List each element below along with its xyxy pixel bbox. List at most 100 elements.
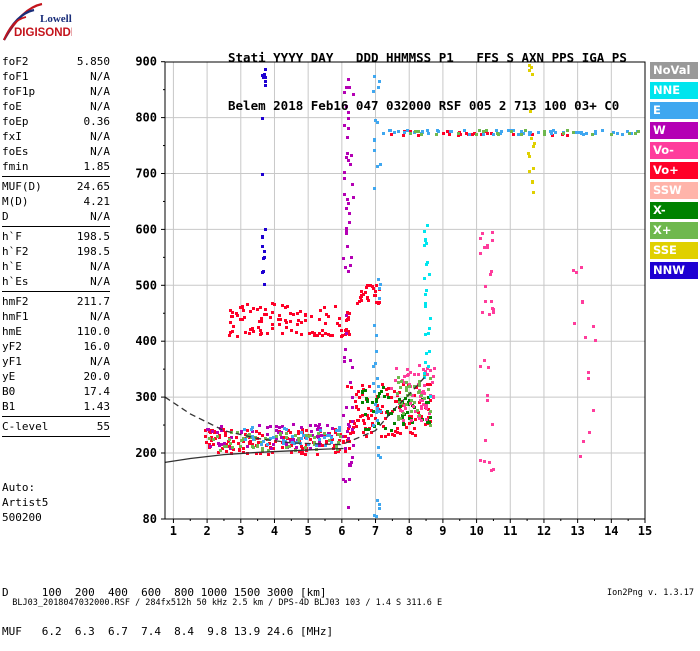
echo-point (457, 132, 460, 135)
echo-point (217, 442, 220, 445)
echo-point (246, 445, 249, 448)
x-tick-label: 11 (503, 524, 517, 538)
echo-point (359, 415, 362, 418)
param-row: B1 1.43 (2, 399, 110, 414)
echo-point (409, 130, 412, 133)
param-label: MUF(D) (2, 180, 42, 193)
echo-point (333, 444, 336, 447)
echo-point (374, 294, 377, 297)
echo-point (429, 383, 432, 386)
echo-point (406, 411, 409, 414)
auto-version: 500200 (2, 511, 42, 524)
echo-point (263, 73, 266, 76)
echo-point (417, 130, 420, 133)
param-label: foF1 (2, 70, 29, 83)
echo-point (373, 138, 376, 141)
echo-point (231, 315, 234, 318)
echo-point (425, 418, 428, 421)
echo-point (377, 278, 380, 281)
echo-point (365, 435, 368, 438)
echo-point (325, 440, 328, 443)
echo-point (552, 129, 555, 132)
param-row: h`E N/A (2, 259, 110, 274)
echo-point (491, 423, 494, 426)
echo-point (487, 366, 490, 369)
echo-point (401, 410, 404, 413)
echo-point (582, 440, 585, 443)
echo-point (357, 390, 360, 393)
echo-point (578, 131, 581, 134)
echo-point (242, 440, 245, 443)
echo-point (264, 437, 267, 440)
echo-point (369, 284, 372, 287)
echo-point (349, 432, 352, 435)
echo-point (532, 167, 535, 170)
echo-point (325, 313, 328, 316)
echo-point (256, 445, 259, 448)
echo-point (418, 364, 421, 367)
echo-point (279, 432, 282, 435)
echo-point (364, 389, 367, 392)
echo-point (318, 332, 321, 335)
logo-icon (3, 2, 43, 41)
echo-point (343, 360, 346, 363)
echo-point (428, 412, 431, 415)
echo-point (301, 447, 304, 450)
echo-point (346, 136, 349, 139)
echo-point (220, 425, 223, 428)
echo-point (324, 332, 327, 335)
echo-point (309, 438, 312, 441)
echo-point (425, 352, 428, 355)
echo-point (347, 437, 350, 440)
echo-points (204, 64, 640, 518)
software-version: Ion2Png v. 1.3.17 (607, 588, 694, 598)
echo-point (292, 438, 295, 441)
echo-point (218, 434, 221, 437)
echo-point (420, 407, 423, 410)
param-value: 16.0 (83, 340, 111, 353)
echo-point (475, 133, 478, 136)
echo-point (313, 334, 316, 337)
echo-point (376, 407, 379, 410)
param-row: yF2 16.0 (2, 339, 110, 354)
echo-point (375, 398, 378, 401)
echo-point (543, 133, 546, 136)
param-value: N/A (90, 210, 110, 223)
echo-point (345, 207, 348, 210)
echo-point (221, 447, 224, 450)
echo-point (266, 443, 269, 446)
echo-point (296, 323, 299, 326)
echo-point (246, 429, 249, 432)
echo-point (207, 428, 210, 431)
echo-point (256, 308, 259, 311)
echo-point (339, 433, 342, 436)
echo-point (331, 427, 334, 430)
echo-point (492, 133, 495, 136)
echo-point (242, 309, 245, 312)
echo-point (295, 331, 298, 334)
echo-point (580, 266, 583, 269)
echo-point (499, 132, 502, 135)
echo-point (264, 308, 267, 311)
echo-point (362, 388, 365, 391)
echo-point (612, 131, 615, 134)
echo-point (379, 456, 382, 459)
echo-point (554, 131, 557, 134)
echo-point (424, 423, 427, 426)
echo-point (377, 454, 380, 457)
echo-point (427, 365, 430, 368)
echo-point (401, 416, 404, 419)
echo-point (305, 437, 308, 440)
echo-point (335, 429, 338, 432)
echo-point (302, 434, 305, 437)
echo-point (291, 441, 294, 444)
echo-point (414, 130, 417, 133)
echo-point (356, 302, 359, 305)
param-label: foEs (2, 145, 29, 158)
echo-point (347, 270, 350, 273)
echo-point (345, 156, 348, 159)
echo-point (390, 387, 393, 390)
echo-point (386, 410, 389, 413)
echo-point (433, 367, 436, 370)
echo-point (300, 321, 303, 324)
